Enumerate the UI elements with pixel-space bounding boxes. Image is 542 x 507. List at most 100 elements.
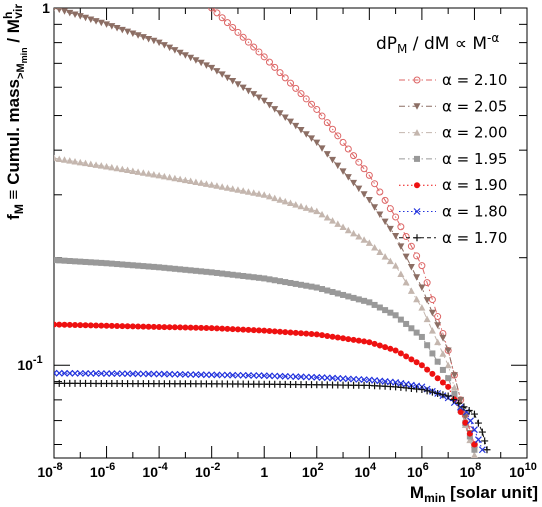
- data-point: [329, 333, 336, 340]
- data-point: [308, 135, 316, 142]
- data-point: [218, 183, 226, 190]
- data-point: [329, 374, 336, 382]
- data-point: [418, 304, 426, 311]
- data-point: [466, 436, 474, 444]
- data-point: [287, 199, 294, 206]
- data-point: [460, 403, 468, 411]
- x-tick-label: 108: [460, 461, 482, 480]
- x-tick-label: 10-8: [37, 461, 62, 480]
- data-point: [244, 188, 252, 195]
- data-point: [313, 284, 320, 291]
- data-point: [276, 110, 284, 117]
- data-point: [428, 388, 436, 396]
- data-point: [413, 329, 420, 336]
- data-point: [350, 152, 358, 160]
- data-point: [124, 370, 132, 378]
- data-point: [244, 87, 252, 95]
- data-point: [308, 373, 315, 381]
- data-point: [271, 63, 279, 71]
- x-tick-labels: 10-8 10-6 10-4 10-2 1 102 104 106 108 1010: [37, 461, 537, 480]
- data-point: [129, 370, 137, 378]
- data-point: [461, 413, 469, 420]
- data-point: [97, 370, 105, 377]
- data-point: [292, 280, 299, 287]
- data-point: [113, 370, 121, 378]
- data-point: [471, 446, 478, 453]
- data-point: [139, 169, 147, 176]
- data-point: [402, 278, 410, 286]
- data-point: [93, 322, 100, 329]
- data-point: [160, 42, 168, 49]
- data-point: [260, 191, 268, 198]
- data-point: [261, 327, 268, 334]
- data-point: [234, 28, 242, 36]
- data-point: [360, 376, 368, 384]
- data-point: [166, 173, 174, 181]
- data-point: [77, 322, 84, 329]
- data-point: [177, 324, 184, 331]
- data-point: [297, 202, 305, 210]
- data-point: [418, 262, 426, 270]
- data-point: [171, 265, 178, 272]
- data-point: [140, 263, 147, 270]
- data-point: [387, 345, 394, 352]
- data-point: [250, 91, 258, 98]
- data-point: [240, 326, 247, 333]
- data-point: [266, 276, 273, 283]
- data-point: [224, 325, 231, 332]
- data-point: [171, 370, 179, 378]
- data-point: [313, 105, 321, 113]
- data-point: [139, 34, 147, 41]
- data-point: [449, 396, 457, 404]
- data-point: [474, 419, 482, 427]
- data-point: [92, 370, 100, 377]
- data-point: [392, 213, 400, 221]
- data-point: [434, 322, 442, 329]
- data-point: [124, 166, 132, 174]
- data-point: [418, 284, 426, 292]
- data-point: [255, 190, 263, 197]
- data-point: [418, 333, 425, 340]
- data-point: [350, 336, 357, 343]
- data-point: [386, 225, 394, 233]
- data-point: [108, 163, 116, 171]
- data-point: [203, 325, 210, 332]
- data-point: [255, 48, 263, 56]
- data-point: [345, 293, 352, 300]
- data-point: [176, 175, 184, 183]
- data-point: [303, 330, 310, 337]
- legend-label: α = 1.95: [442, 150, 507, 168]
- data-point: [82, 322, 89, 329]
- data-point: [160, 370, 168, 378]
- data-point: [103, 260, 110, 267]
- data-point: [61, 321, 68, 328]
- data-point: [119, 323, 126, 330]
- data-point: [54, 8, 56, 12]
- data-point: [161, 324, 168, 331]
- data-point: [339, 375, 347, 383]
- data-point: [339, 223, 347, 231]
- data-point: [229, 185, 237, 192]
- data-point: [61, 8, 69, 15]
- data-point: [234, 186, 242, 193]
- data-point: [223, 19, 231, 27]
- data-point: [202, 62, 210, 69]
- data-point: [408, 356, 415, 363]
- data-point: [218, 71, 226, 78]
- data-point: [318, 210, 326, 218]
- data-point: [82, 369, 89, 377]
- data-point: [382, 307, 389, 314]
- data-point: [292, 84, 300, 92]
- data-point: [118, 26, 126, 34]
- data-point: [313, 139, 321, 147]
- data-point: [324, 332, 331, 339]
- data-point: [462, 419, 469, 426]
- data-point: [218, 14, 226, 22]
- data-point: [108, 322, 115, 329]
- data-point: [103, 322, 110, 329]
- data-point: [434, 338, 442, 346]
- data-point: [350, 229, 358, 237]
- data-point: [166, 265, 173, 272]
- data-point: [423, 297, 431, 304]
- data-point: [255, 327, 262, 334]
